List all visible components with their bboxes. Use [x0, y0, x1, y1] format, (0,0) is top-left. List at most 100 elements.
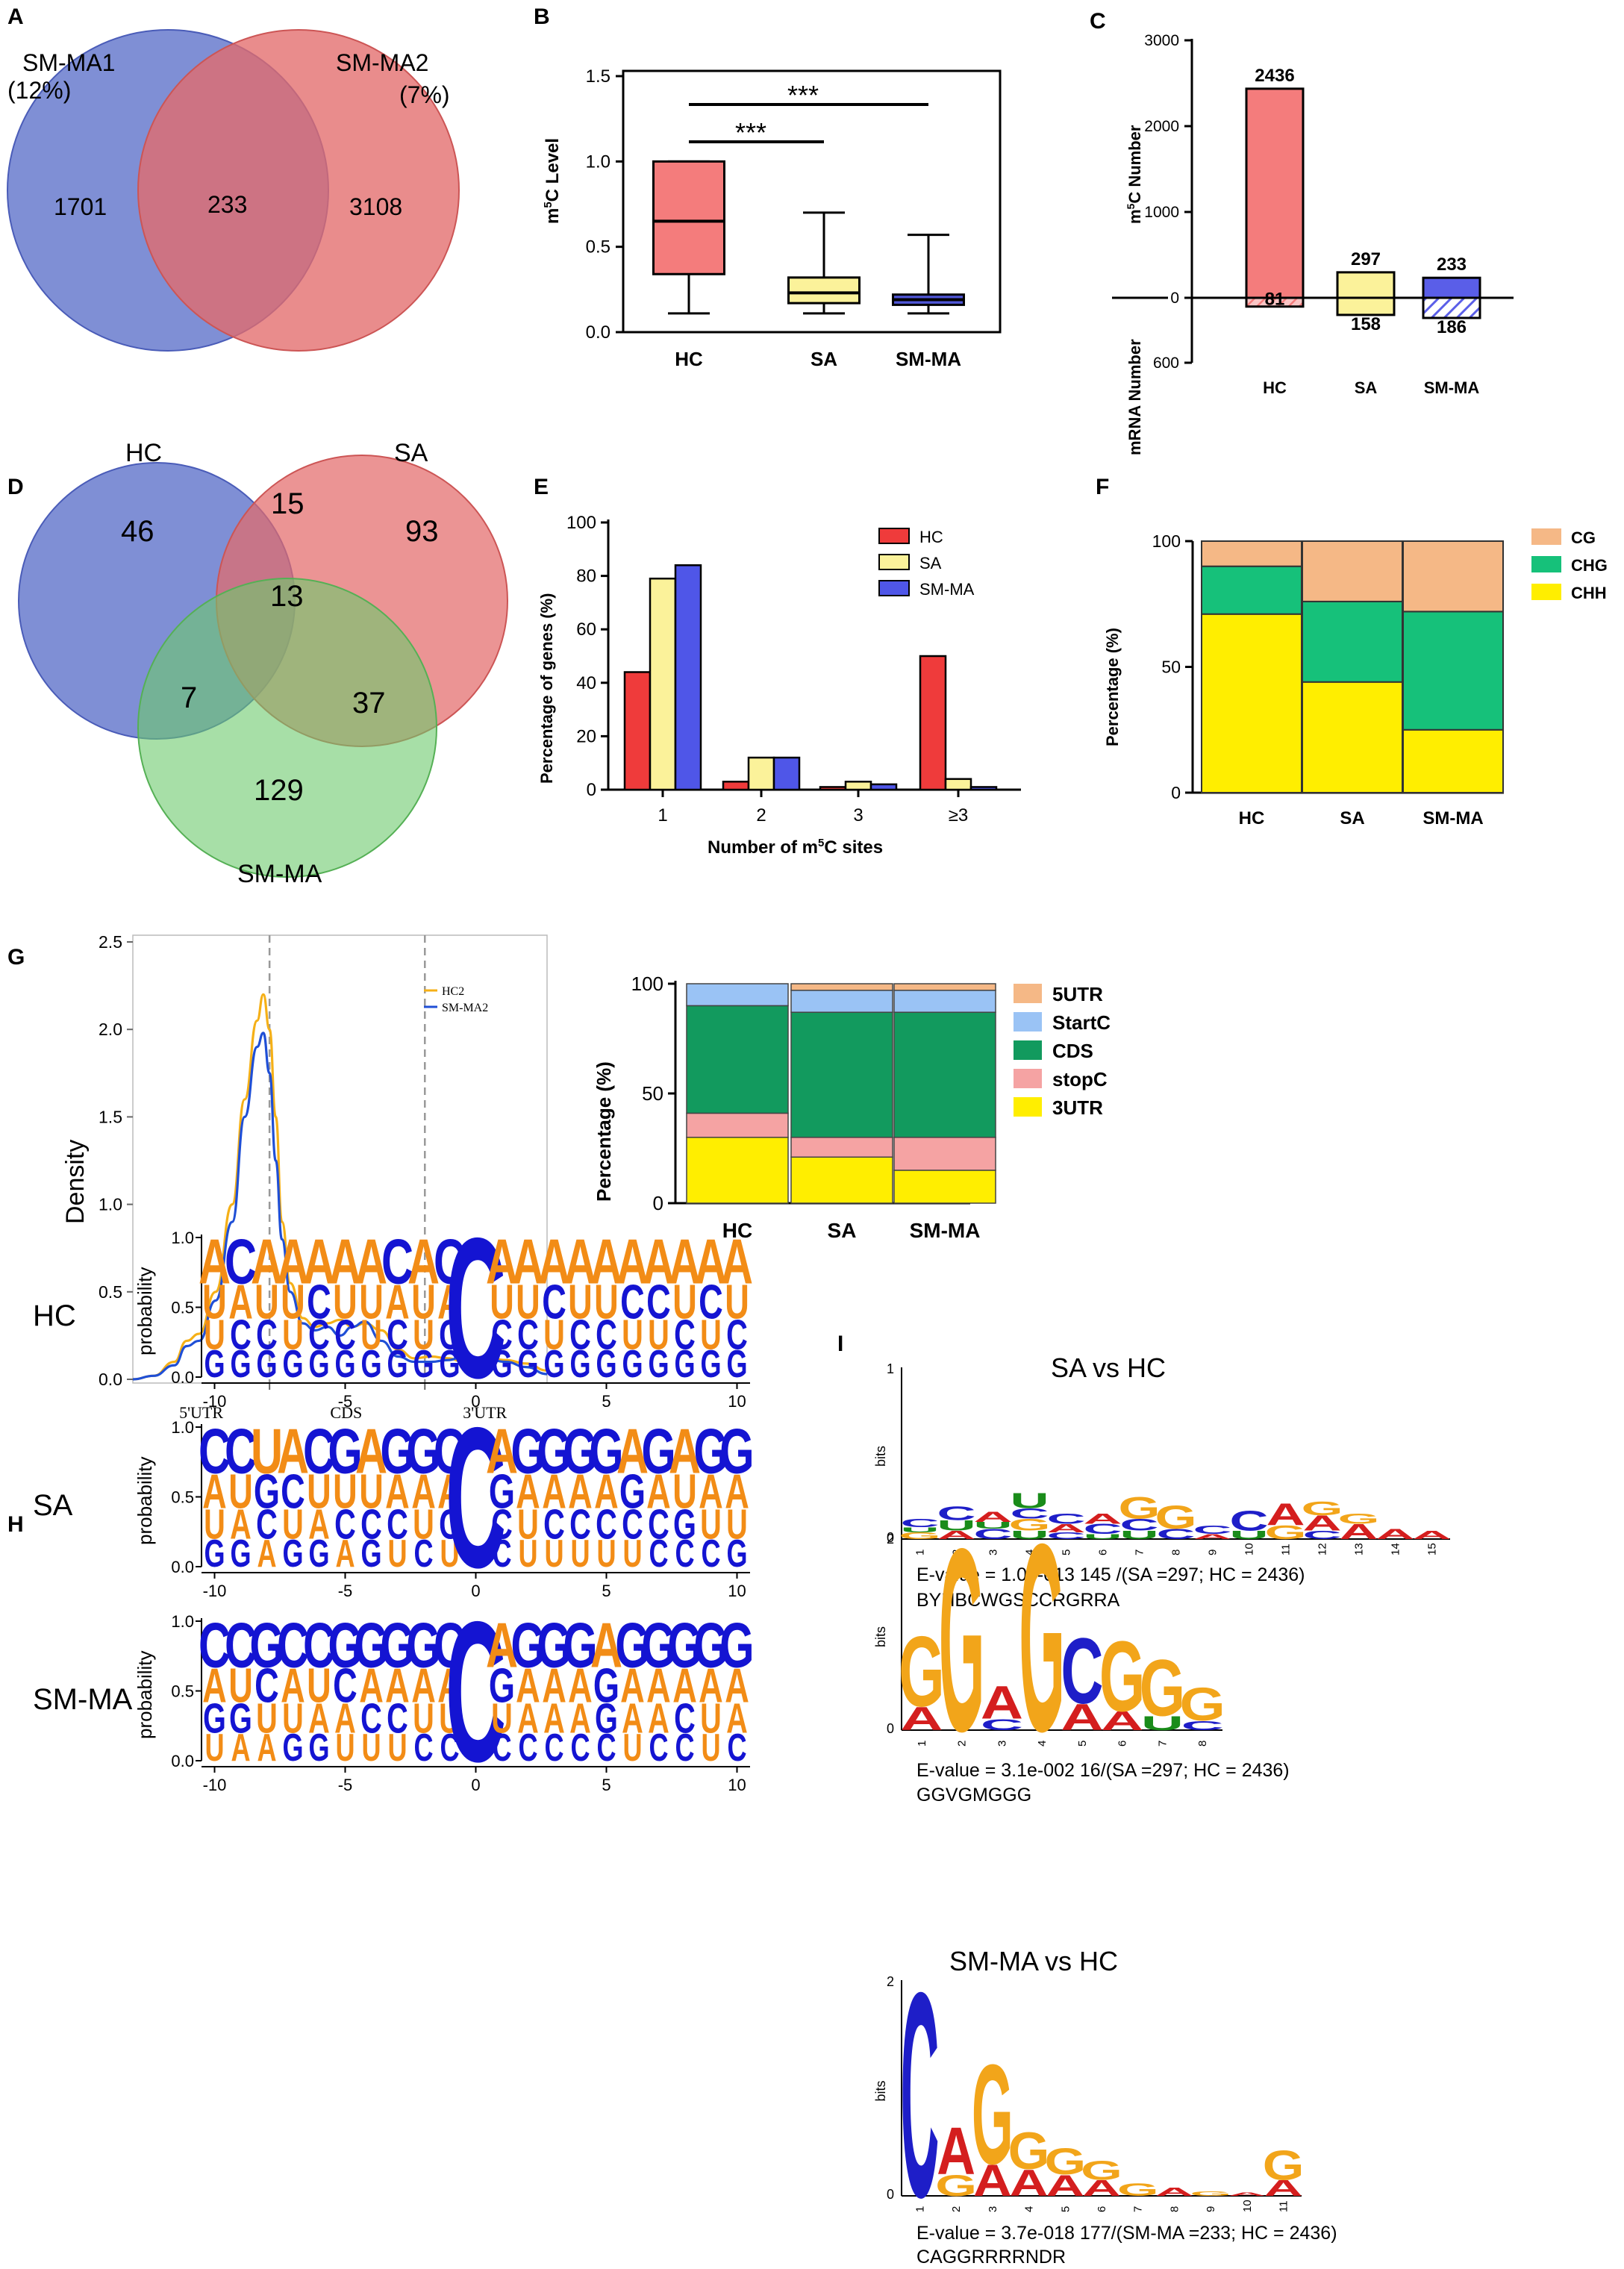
b-ylabel: m5C Level: [542, 138, 563, 224]
b-xlabel: SA: [811, 348, 837, 370]
h-logo-letter: A: [257, 1533, 276, 1576]
i-logo-letter: U: [1229, 1529, 1268, 1542]
h-logo-letter: G: [204, 1533, 225, 1576]
i-logo-letter: C: [1193, 1523, 1231, 1537]
g-stack-legend: 5UTR StartC CDS stopC 3UTR: [1014, 983, 1111, 1119]
h-logo-letter: U: [700, 1502, 722, 1549]
h-xtick-label: 0: [471, 1582, 480, 1600]
h-xtick-label: 5: [602, 1582, 610, 1600]
c-label-m5c: 233: [1437, 255, 1467, 275]
h-logo-letter: A: [359, 1659, 384, 1713]
h-logo-letter: A: [564, 1226, 596, 1297]
venn-a-pct-sma1: (12%): [7, 77, 71, 104]
i-xtick-label: 14: [1390, 1543, 1402, 1555]
h-logo-letter: A: [569, 1696, 591, 1743]
i-logo-letter: A: [1083, 1511, 1122, 1526]
b-frame: [622, 69, 1002, 334]
g2-seg-5UTR-SA: [790, 983, 893, 991]
h-row-label: SM-MA: [33, 1683, 133, 1716]
h-logo-letter: U: [228, 1465, 253, 1519]
e-bar-SM-MA-1: [674, 564, 702, 791]
e-bar-HC-≥3: [919, 655, 947, 791]
panel-letter-i: I: [837, 1332, 843, 1356]
i-logo-letter: G: [1301, 1498, 1343, 1519]
h-logo-letter: C: [230, 1312, 252, 1359]
h-logo-letter: C: [360, 1696, 382, 1743]
f-xlabel: HC: [1239, 808, 1265, 828]
i-ylabel: bits: [873, 1446, 888, 1467]
h-logo-letter: G: [387, 1343, 407, 1386]
h-logo-letter: C: [413, 1533, 433, 1576]
h-logo-letter: C: [387, 1696, 408, 1743]
i-logo-letter: A: [1082, 2176, 1121, 2201]
i-xtick-label: 3: [987, 2206, 999, 2212]
h-logo-letter: G: [406, 1415, 440, 1487]
h-logo-letter: U: [672, 1465, 697, 1519]
h-ytick-label: 1.0: [171, 1612, 194, 1631]
h-logo-letter: A: [669, 1415, 701, 1487]
h-logo-letter: G: [719, 1415, 754, 1487]
h-logo-letter: U: [359, 1465, 384, 1519]
h-logo-letter: C: [674, 1312, 696, 1359]
g-ytick-label: 0.5: [99, 1282, 122, 1302]
h-logo-letter: U: [254, 1276, 279, 1329]
i-logo-letter: U: [937, 1517, 975, 1533]
h-logo-letter: C: [675, 1533, 694, 1576]
i-logo-letter: A: [1046, 2169, 1084, 2203]
i-motif-1: SA vs HC10bits1GUC2AUC3CUA4UGCU5CAC6UCA7…: [873, 1352, 1452, 1611]
h-logo-letter: G: [543, 1343, 564, 1386]
i-logo-letter: C: [973, 1526, 1012, 1542]
i-logo-letter: A: [1010, 2162, 1049, 2204]
h-logo-letter: C: [281, 1465, 305, 1519]
h-xtick-label: 10: [728, 1582, 746, 1600]
h-logo-letter: U: [570, 1533, 590, 1576]
i-logo-letter: A: [973, 1509, 1012, 1525]
i-logo-letter: C: [1083, 1521, 1122, 1537]
g2-seg-5UTR-SM-MA: [893, 983, 996, 991]
i-logo-letter: G: [1081, 2156, 1122, 2185]
e-bar-SA-≥3: [944, 778, 972, 791]
h-ylabel: probability: [134, 1650, 156, 1739]
h-xtick-label: 0: [471, 1392, 480, 1411]
i-logo-letter: G: [1008, 1516, 1050, 1535]
i-logo-letter: G: [1117, 2180, 1159, 2200]
h-logo-letter: C: [334, 1502, 356, 1549]
i-logo-letter: C: [1046, 1511, 1085, 1526]
h-logo-letter: C: [649, 1533, 668, 1576]
i-xtick-label: 9: [1205, 2206, 1217, 2212]
i-xtick-label: 9: [1207, 1549, 1219, 1555]
h-logo-letter: A: [594, 1465, 619, 1519]
h-logo-letter: G: [380, 1609, 414, 1681]
i-logo-letter: G: [972, 2035, 1014, 2194]
g2-ytick-label: 50: [642, 1082, 663, 1105]
h-xtick-label: 0: [471, 1776, 480, 1794]
h-logo-letter: C: [542, 1276, 566, 1329]
h-logo-letter: A: [335, 1533, 355, 1576]
i-xtick-label: 11: [1278, 2200, 1290, 2212]
h-logo-letter: A: [620, 1659, 645, 1713]
h-logo-letter: C: [308, 1312, 330, 1359]
h-logo-letter: U: [228, 1659, 253, 1713]
g-ytick-label: 2.0: [99, 1020, 122, 1039]
g2-legend-label: stopC: [1052, 1068, 1108, 1090]
venn-a-label-sma2: SM-MA2: [336, 49, 428, 76]
g2-legend-label: 5UTR: [1052, 983, 1103, 1005]
venn-d-hc-smma: 7: [181, 681, 197, 714]
i-xtick-label: 2: [950, 2206, 963, 2212]
i-evalue: E-value = 3.7e-018 177/(SM-MA =233; HC =…: [916, 2223, 1337, 2244]
e-ytick-label: 80: [576, 567, 596, 587]
i-logo-letter: U: [1141, 1712, 1184, 1735]
h-logo-letter: A: [699, 1465, 723, 1519]
h-logo-letter: C: [307, 1276, 331, 1329]
h-logo-letter: G: [563, 1415, 597, 1487]
h-logo-letter: C: [387, 1502, 408, 1549]
i-logo-letter: A: [1375, 1526, 1414, 1542]
venn-d-all: 13: [270, 580, 304, 613]
h-logo-letter: U: [622, 1727, 642, 1770]
h-ytick-label: 0.0: [171, 1558, 194, 1576]
h-logo-letter: G: [380, 1415, 414, 1487]
h-logo-letter: U: [413, 1502, 434, 1549]
h-logo-letter: G: [510, 1415, 545, 1487]
